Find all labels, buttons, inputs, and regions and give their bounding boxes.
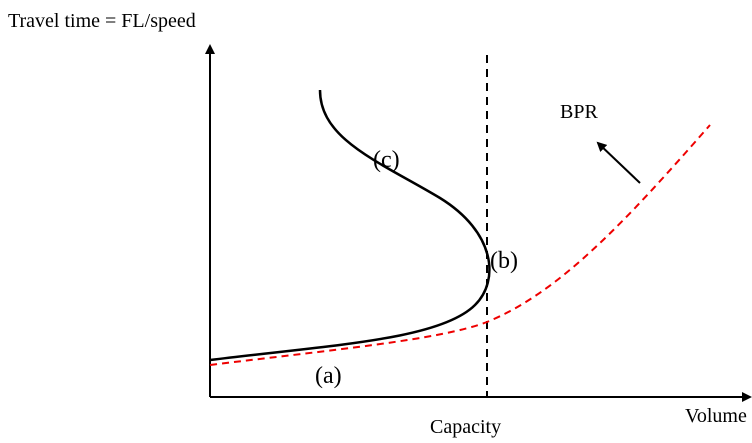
capacity-label: Capacity (430, 416, 501, 438)
x-axis-label: Volume (685, 405, 747, 427)
bpr-curve (209, 124, 711, 366)
bpr-arrow (596, 141, 641, 184)
y-axis-label: Travel time = FL/speed (8, 10, 196, 32)
point-label: (b) (490, 248, 518, 274)
speed-flow-curve (209, 89, 491, 362)
point-label: (c) (373, 147, 400, 173)
point-label: (a) (315, 363, 342, 389)
bpr-label: BPR (560, 101, 598, 123)
